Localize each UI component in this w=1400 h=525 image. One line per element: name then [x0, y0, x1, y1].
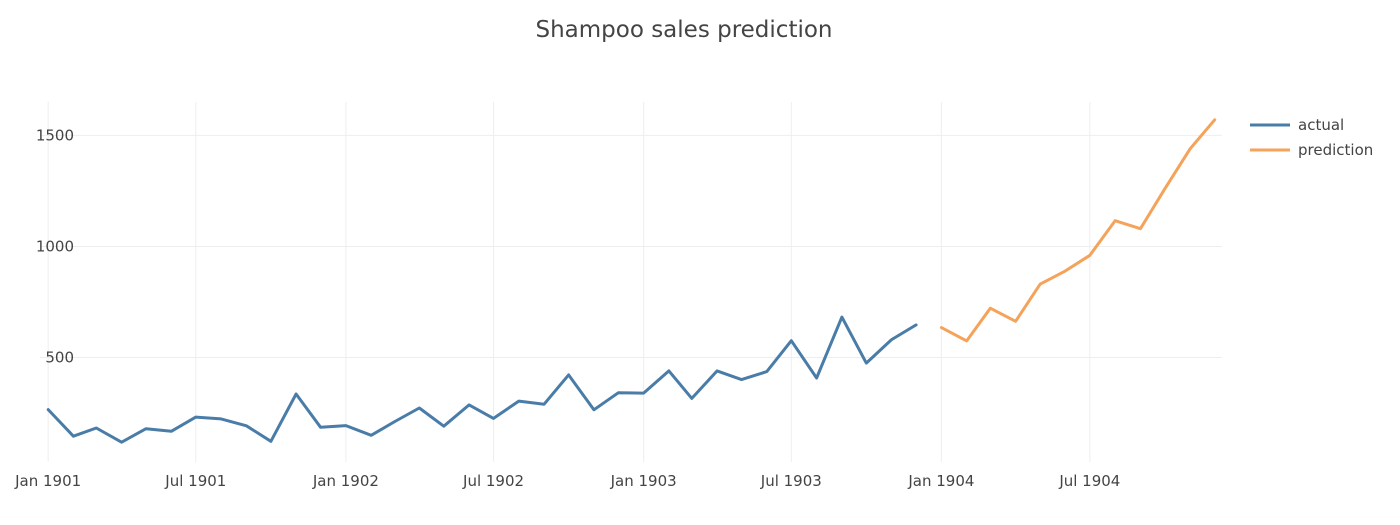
data-point-actual[interactable]	[515, 397, 523, 405]
data-point-actual[interactable]	[118, 438, 126, 446]
data-point-actual[interactable]	[763, 368, 771, 376]
x-tick-label: Jan 1904	[907, 472, 974, 490]
data-point-actual[interactable]	[688, 394, 696, 402]
x-tick-label: Jan 1901	[14, 472, 81, 490]
legend-item-actual[interactable]: actual	[1250, 116, 1344, 134]
data-point-actual[interactable]	[390, 418, 398, 426]
data-point-actual[interactable]	[342, 422, 350, 430]
data-point-prediction[interactable]	[1012, 317, 1020, 325]
data-point-actual[interactable]	[490, 414, 498, 422]
data-point-actual[interactable]	[440, 422, 448, 430]
data-point-prediction[interactable]	[937, 324, 945, 332]
series-line-actual	[46, 315, 918, 444]
data-point-prediction[interactable]	[963, 337, 971, 345]
series-line-prediction	[939, 118, 1217, 343]
x-tick-label: Jan 1903	[610, 472, 677, 490]
x-tick-label: Jul 1903	[760, 472, 822, 490]
data-point-actual[interactable]	[540, 400, 548, 408]
data-point-actual[interactable]	[142, 425, 150, 433]
data-point-prediction[interactable]	[1036, 280, 1044, 288]
data-point-actual[interactable]	[640, 389, 648, 397]
points-layer	[44, 116, 1219, 446]
legend-item-prediction[interactable]: prediction	[1250, 141, 1373, 159]
x-tick-label: Jan 1902	[312, 472, 379, 490]
data-point-actual[interactable]	[713, 367, 721, 375]
data-point-prediction[interactable]	[1086, 251, 1094, 259]
data-point-actual[interactable]	[838, 313, 846, 321]
data-point-actual[interactable]	[167, 427, 175, 435]
data-point-actual[interactable]	[590, 406, 598, 414]
data-point-prediction[interactable]	[1061, 267, 1069, 275]
y-tick-label: 1000	[36, 237, 74, 255]
data-point-prediction[interactable]	[1186, 145, 1194, 153]
legend[interactable]: actual prediction	[1250, 116, 1373, 159]
data-point-prediction[interactable]	[986, 304, 994, 312]
data-point-actual[interactable]	[267, 437, 275, 445]
legend-label: actual	[1298, 116, 1344, 134]
data-point-actual[interactable]	[69, 432, 77, 440]
data-point-prediction[interactable]	[1136, 225, 1144, 233]
axis-layer: Jan 1901 Jul 1901 Jan 1902 Jul 1902 Jan 1903…	[14, 126, 1120, 490]
data-point-actual[interactable]	[192, 413, 200, 421]
data-point-actual[interactable]	[465, 401, 473, 409]
data-point-actual[interactable]	[242, 422, 250, 430]
data-point-actual[interactable]	[317, 423, 325, 431]
data-point-actual[interactable]	[415, 404, 423, 412]
series-layer	[46, 118, 1217, 444]
data-point-prediction[interactable]	[1211, 116, 1219, 124]
data-point-actual[interactable]	[738, 376, 746, 384]
data-point-prediction[interactable]	[1111, 217, 1119, 225]
data-point-actual[interactable]	[862, 359, 870, 367]
x-tick-label: Jul 1904	[1058, 472, 1120, 490]
data-point-actual[interactable]	[614, 389, 622, 397]
x-tick-label: Jul 1902	[462, 472, 524, 490]
data-point-actual[interactable]	[292, 390, 300, 398]
data-point-actual[interactable]	[92, 424, 100, 432]
data-point-actual[interactable]	[367, 431, 375, 439]
data-point-actual[interactable]	[787, 337, 795, 345]
grid-layer	[40, 102, 1222, 462]
legend-label: prediction	[1298, 141, 1373, 159]
data-point-actual[interactable]	[217, 415, 225, 423]
x-tick-label: Jul 1901	[164, 472, 226, 490]
y-tick-label: 500	[45, 349, 74, 367]
data-point-actual[interactable]	[813, 374, 821, 382]
data-point-actual[interactable]	[565, 371, 573, 379]
data-point-actual[interactable]	[912, 321, 920, 329]
data-point-actual[interactable]	[44, 406, 52, 414]
data-point-prediction[interactable]	[1161, 185, 1169, 193]
chart-title: Shampoo sales prediction	[535, 17, 832, 43]
data-point-actual[interactable]	[665, 367, 673, 375]
y-tick-label: 1500	[36, 126, 74, 144]
data-point-actual[interactable]	[888, 336, 896, 344]
